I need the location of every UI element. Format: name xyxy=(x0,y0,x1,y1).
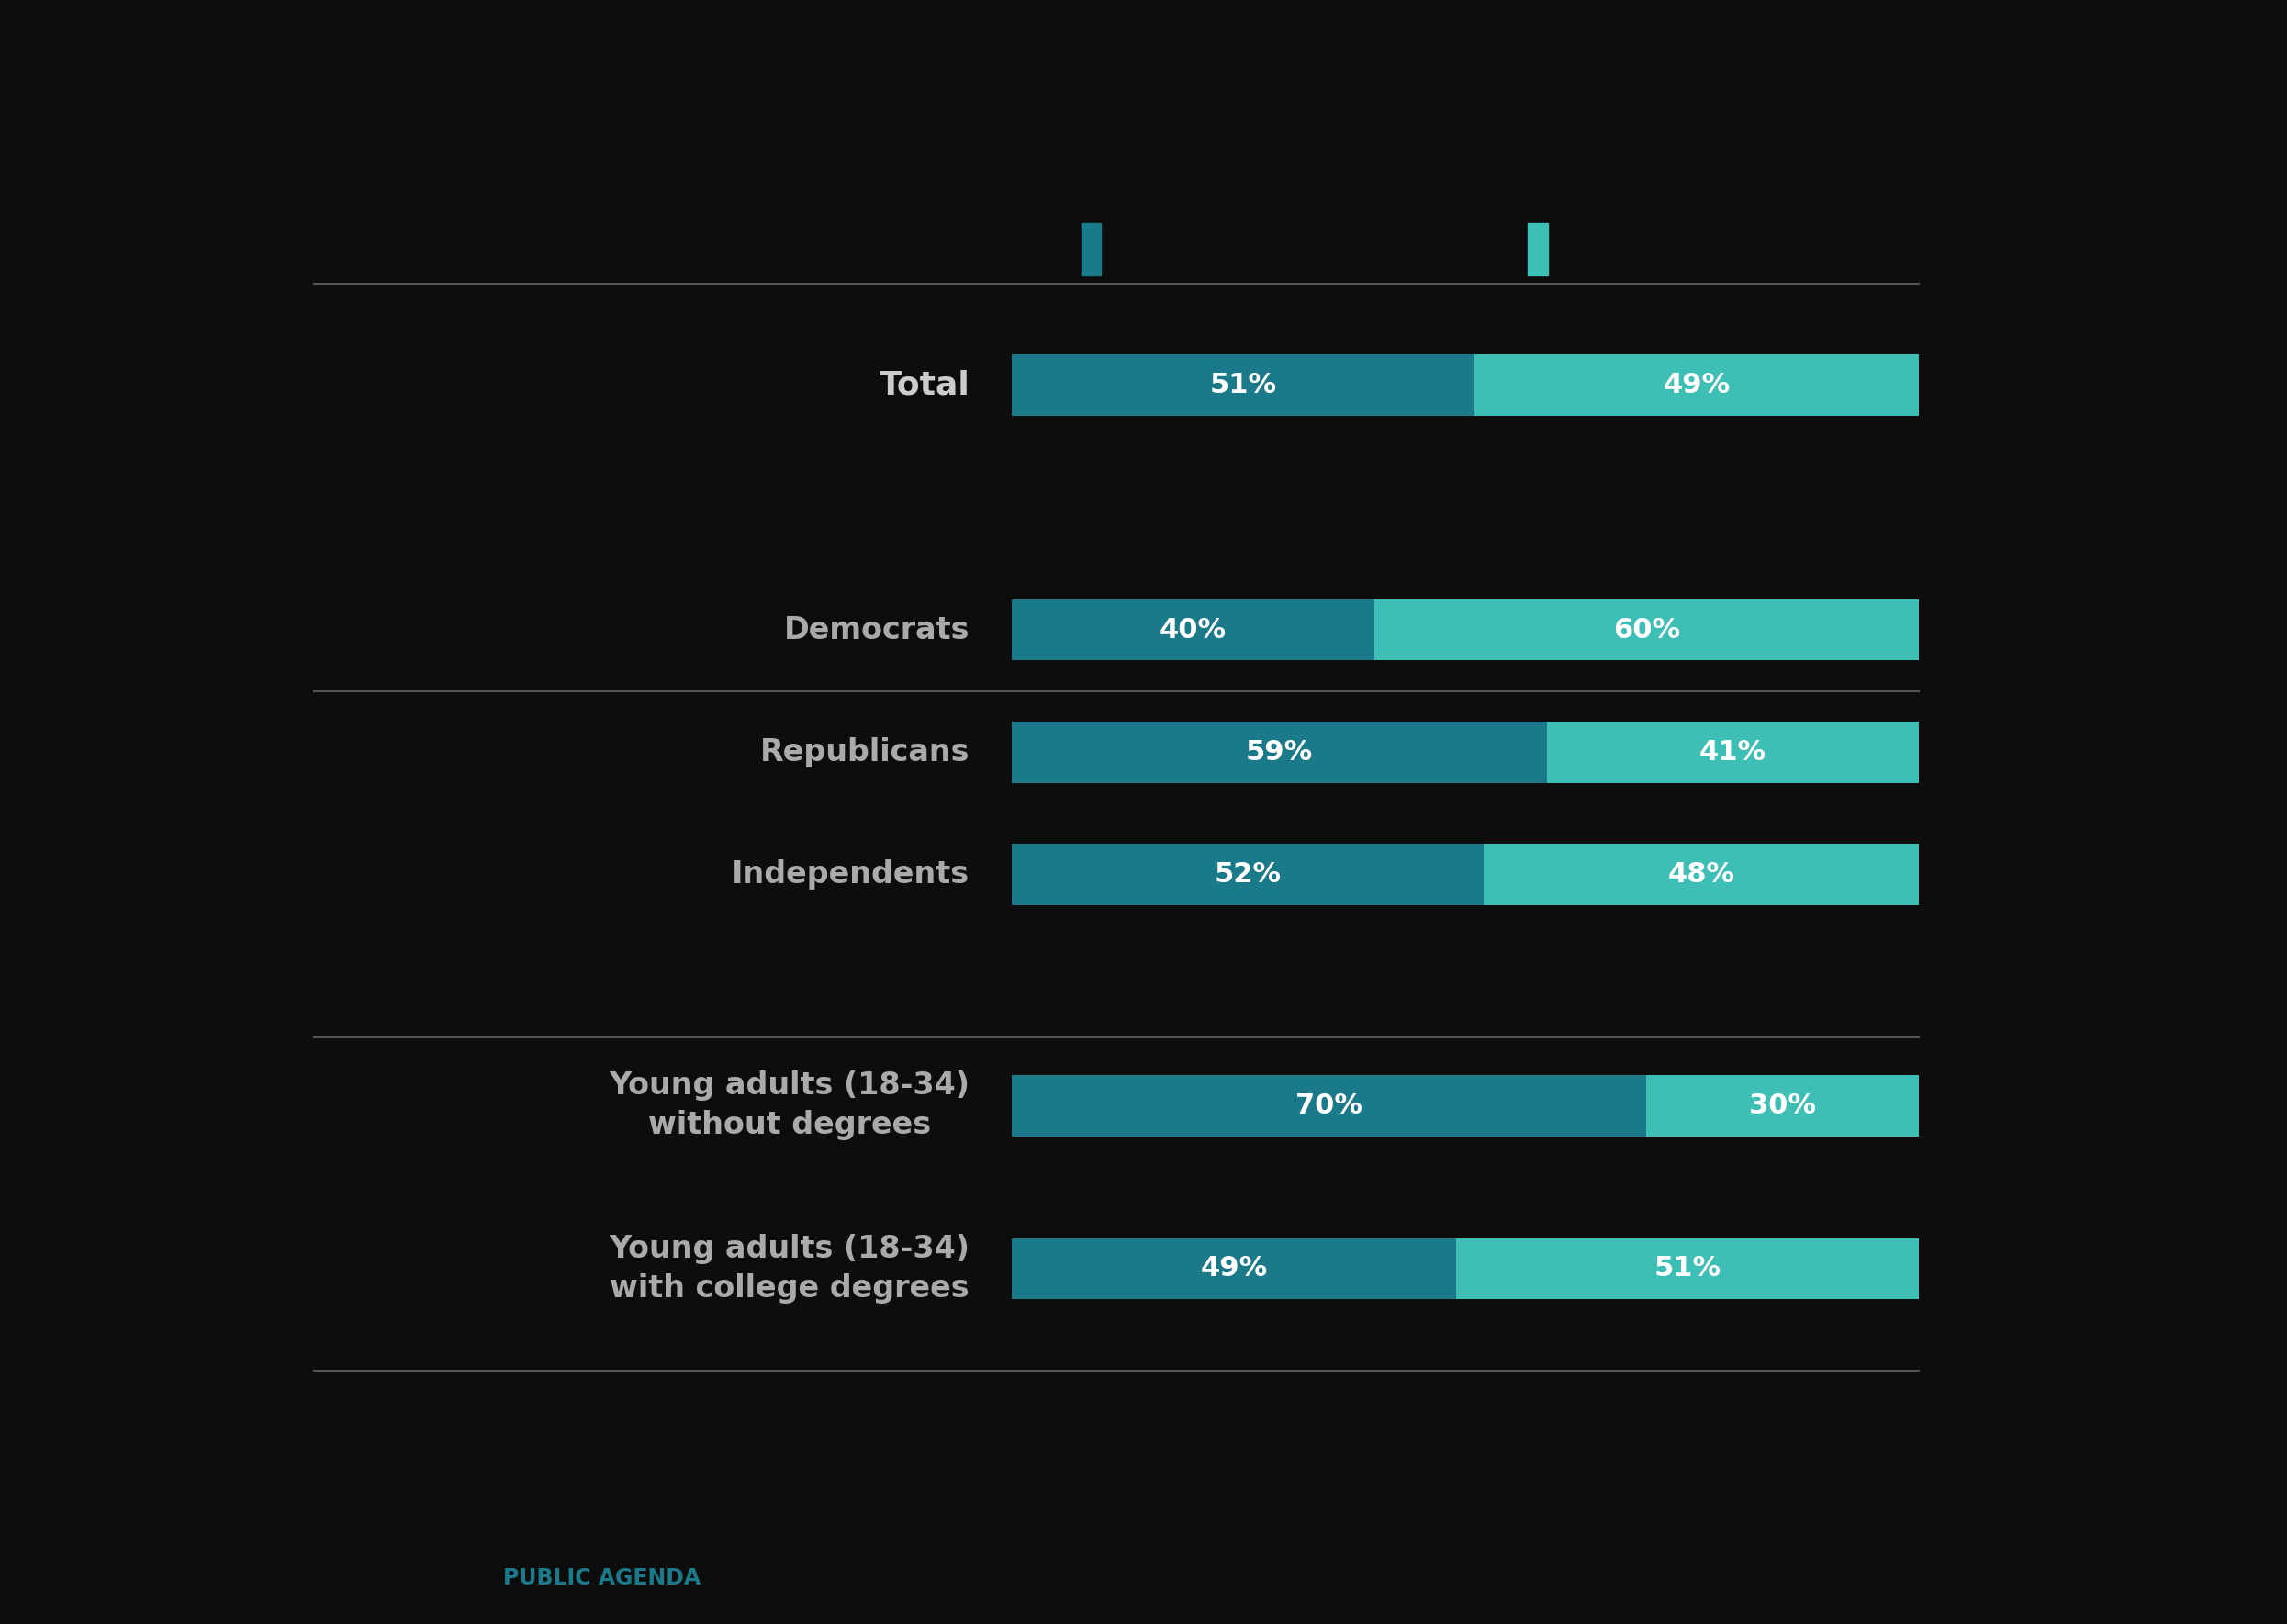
Bar xyxy=(1011,354,1475,416)
Text: 49%: 49% xyxy=(1663,372,1729,398)
Text: Total: Total xyxy=(878,370,970,401)
Text: Young adults (18-34)
with college degrees: Young adults (18-34) with college degree… xyxy=(608,1234,970,1304)
Text: Republicans: Republicans xyxy=(759,737,970,767)
Text: 70%: 70% xyxy=(1294,1093,1363,1119)
Text: Independents: Independents xyxy=(732,859,970,890)
Bar xyxy=(1475,354,1919,416)
Bar xyxy=(1011,844,1484,905)
Bar xyxy=(1011,1075,1647,1137)
Text: 40%: 40% xyxy=(1160,617,1226,643)
Bar xyxy=(1374,599,1919,661)
Text: 59%: 59% xyxy=(1246,739,1313,765)
Text: 51%: 51% xyxy=(1654,1255,1722,1281)
Bar xyxy=(1457,1237,1919,1299)
Text: Democrats: Democrats xyxy=(784,614,970,645)
Bar xyxy=(1546,721,1919,783)
Bar xyxy=(1484,844,1919,905)
Text: 41%: 41% xyxy=(1699,739,1766,765)
Bar xyxy=(1011,599,1374,661)
Bar xyxy=(1011,721,1546,783)
Text: 48%: 48% xyxy=(1667,861,1734,888)
Text: 52%: 52% xyxy=(1214,861,1281,888)
Bar xyxy=(1528,224,1548,274)
Bar xyxy=(1011,1237,1457,1299)
Bar xyxy=(1647,1075,1919,1137)
Text: 60%: 60% xyxy=(1612,617,1681,643)
Text: PUBLIC AGENDA: PUBLIC AGENDA xyxy=(503,1567,700,1590)
Text: 49%: 49% xyxy=(1201,1255,1267,1281)
Bar xyxy=(1082,224,1100,274)
Text: Young adults (18-34)
without degrees: Young adults (18-34) without degrees xyxy=(608,1070,970,1140)
Text: 30%: 30% xyxy=(1750,1093,1816,1119)
Text: 51%: 51% xyxy=(1210,372,1276,398)
